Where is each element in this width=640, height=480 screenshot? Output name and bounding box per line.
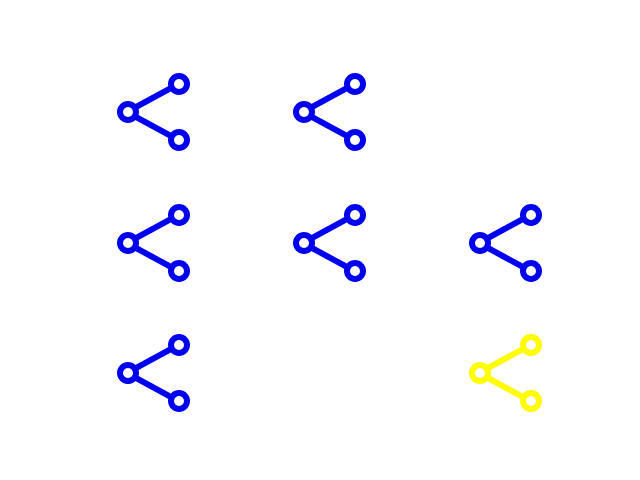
share-icon bbox=[469, 204, 542, 282]
share-icon-cell[interactable] bbox=[109, 66, 199, 156]
empty-cell bbox=[285, 327, 375, 417]
share-icon-cell[interactable] bbox=[109, 197, 199, 287]
share-icon-cell[interactable] bbox=[285, 66, 375, 156]
share-icon bbox=[117, 73, 190, 151]
empty-cell bbox=[461, 66, 551, 156]
share-icon bbox=[117, 204, 190, 282]
share-icon-cell[interactable] bbox=[285, 197, 375, 287]
share-icon bbox=[293, 73, 366, 151]
share-icon bbox=[117, 334, 190, 412]
share-icon bbox=[293, 204, 366, 282]
share-icon bbox=[469, 334, 542, 412]
share-icon-cell[interactable] bbox=[109, 327, 199, 417]
share-icon-cell[interactable] bbox=[461, 327, 551, 417]
share-icon-cell[interactable] bbox=[461, 197, 551, 287]
